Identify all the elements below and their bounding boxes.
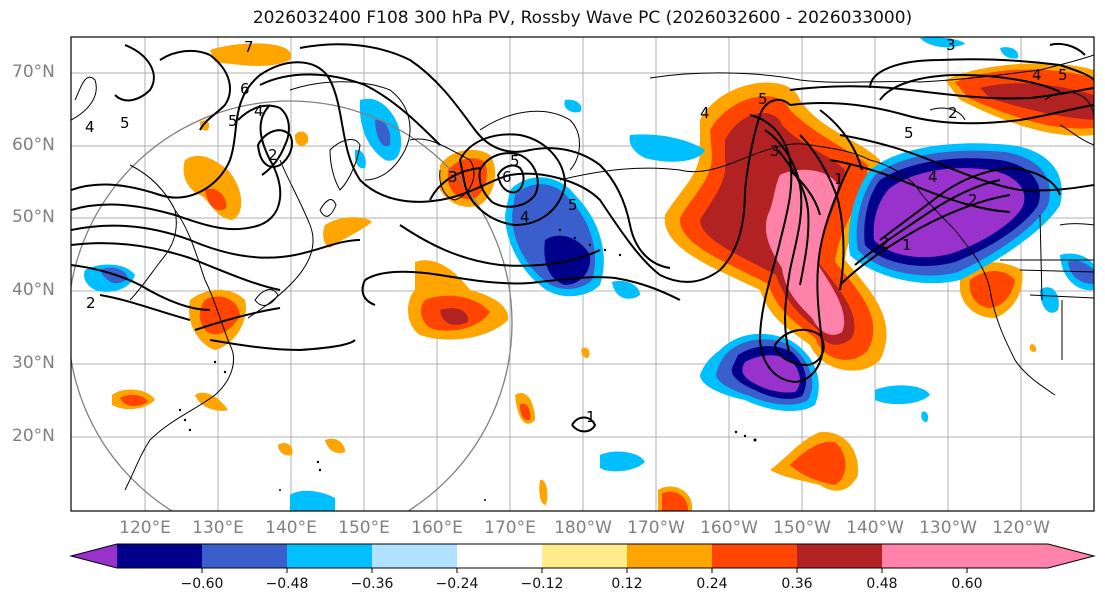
contour-label: 5 [904, 124, 914, 142]
colorbar-tick-label: −0.24 [435, 576, 479, 592]
lat-label: 50°N [12, 207, 55, 227]
contour-label: 5 [510, 152, 520, 170]
colorbar-segment [117, 544, 202, 568]
contour-label: 6 [240, 80, 250, 98]
contour-label: 4 [85, 118, 95, 136]
lon-label: 150°W [773, 518, 831, 538]
lat-label: 20°N [12, 426, 55, 446]
lon-label: 130°E [192, 518, 244, 538]
contour-label: 4 [700, 104, 710, 122]
colorbar-segment [627, 544, 712, 568]
colorbar-segment [712, 544, 797, 568]
contour-label: 6 [502, 168, 512, 186]
contour-label: 2 [86, 294, 96, 312]
lat-label: 40°N [12, 280, 55, 300]
contour-label: 2 [268, 146, 278, 164]
colorbar-tick-label: 0.60 [951, 576, 983, 592]
lon-label: 120°E [119, 518, 171, 538]
pv-contours [71, 42, 1094, 433]
colorbar-tick-label: −0.60 [180, 576, 224, 592]
contour-label: 5 [1058, 66, 1068, 84]
colorbar-tick-label: −0.36 [350, 576, 394, 592]
colorbar-tick-label: 0.24 [696, 576, 728, 592]
colorbar-extend-low [71, 544, 117, 568]
colorbar [69, 543, 1096, 573]
lat-label: 30°N [12, 353, 55, 373]
contour-labels: 4 5 6 7 5 4 2 4 5 2 3 5 6 4 5 1 3 5 4 2 … [85, 36, 1068, 426]
contour-label: 4 [1032, 66, 1042, 84]
colorbar-tick-label: −0.12 [520, 576, 564, 592]
colorbar-segment [372, 544, 457, 568]
lon-label: 150°E [338, 518, 390, 538]
contour-label: 5 [758, 90, 768, 108]
colorbar-segment [457, 544, 542, 568]
lon-label: 160°W [700, 518, 758, 538]
contour-label: 4 [928, 168, 938, 186]
coastlines [71, 54, 1094, 491]
radius-circle [71, 100, 513, 511]
contour-label: 7 [244, 38, 254, 56]
lon-label: 180°W [554, 518, 612, 538]
lon-label: 170°E [484, 518, 536, 538]
contour-label: 4 [520, 208, 530, 226]
contour-label: 4 [254, 102, 264, 120]
colorbar-segment [542, 544, 627, 568]
plot-frame [70, 36, 1095, 512]
colorbar-segment [797, 544, 882, 568]
contour-label: 1 [902, 236, 912, 254]
contour-label: 5 [228, 112, 238, 130]
contour-label: 1 [834, 170, 844, 188]
contour-label: 2 [880, 234, 890, 252]
contour-label: 2 [948, 104, 958, 122]
colorbar-tick-label: −0.48 [265, 576, 309, 592]
lon-label: 130°W [919, 518, 977, 538]
colorbar-tick-label: 0.36 [781, 576, 813, 592]
lon-label: 120°W [992, 518, 1050, 538]
lat-label: 70°N [12, 62, 55, 82]
colorbar-tick-label: 0.12 [611, 576, 643, 592]
map-title: 2026032400 F108 300 hPa PV, Rossby Wave … [252, 8, 913, 28]
contour-label: 3 [946, 36, 956, 54]
map-layers: 4 5 6 7 5 4 2 4 5 2 3 5 6 4 5 1 3 5 4 2 … [71, 36, 1094, 511]
lon-label: 170°W [627, 518, 685, 538]
contour-label: 1 [586, 408, 596, 426]
contour-label: 5 [568, 196, 578, 214]
islands [178, 228, 757, 501]
contour-label: 3 [448, 168, 458, 186]
lon-label: 160°E [411, 518, 463, 538]
negative-anomalies [84, 37, 1094, 511]
colorbar-segment [287, 544, 372, 568]
colorbar-extend-high [882, 544, 1094, 568]
contour-label: 5 [120, 114, 130, 132]
lon-label: 140°E [265, 518, 317, 538]
contour-label: 2 [968, 191, 978, 209]
contour-label: 3 [770, 142, 780, 160]
lon-label: 140°W [846, 518, 904, 538]
lat-label: 60°N [12, 135, 55, 155]
colorbar-tick-label: 0.48 [866, 576, 898, 592]
colorbar-segment [202, 544, 287, 568]
